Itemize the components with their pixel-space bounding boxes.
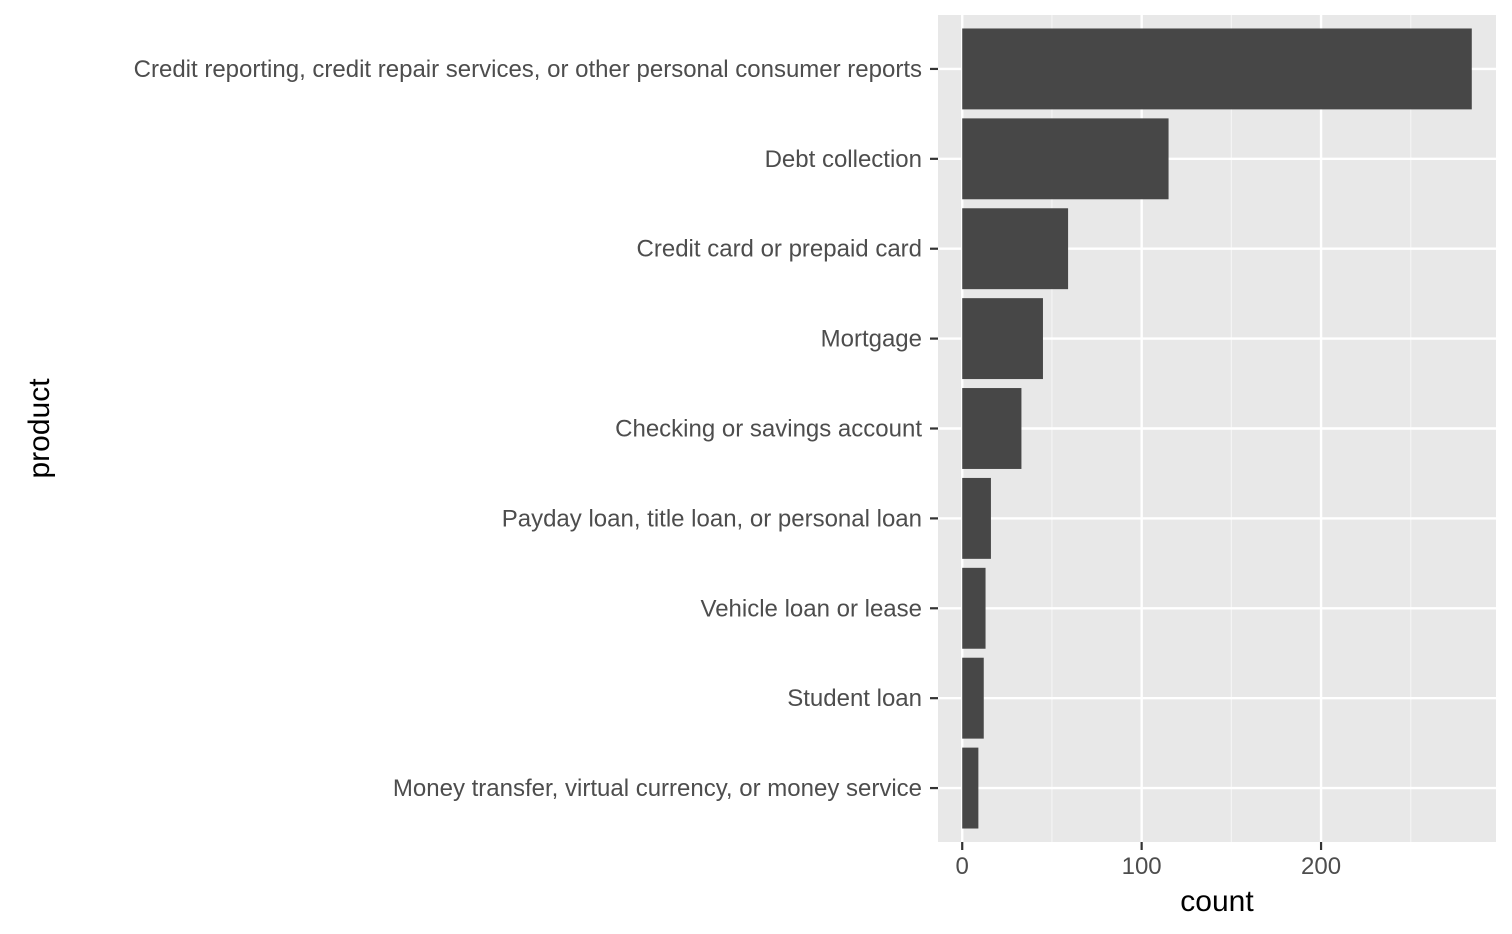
- x-tick-label: 200: [1301, 853, 1341, 880]
- bar: [962, 208, 1069, 290]
- x-tick-label: 100: [1122, 853, 1162, 880]
- bar: [962, 388, 1022, 469]
- x-axis-title: count: [1180, 885, 1254, 918]
- tick-labels: Credit reporting, credit repair services…: [134, 56, 1341, 880]
- y-tick-label: Debt collection: [765, 146, 922, 173]
- bar: [962, 657, 984, 739]
- y-tick-label: Vehicle loan or lease: [701, 595, 922, 622]
- bar: [962, 477, 991, 559]
- y-tick-label: Payday loan, title loan, or personal loa…: [502, 505, 922, 532]
- bar: [962, 747, 979, 829]
- y-tick-label: Money transfer, virtual currency, or mon…: [393, 775, 922, 802]
- bars: [962, 28, 1472, 829]
- bar: [962, 567, 986, 649]
- y-tick-label: Checking or savings account: [615, 416, 922, 443]
- bar: [962, 28, 1472, 110]
- y-tick-label: Credit reporting, credit repair services…: [134, 56, 922, 83]
- y-tick-label: Credit card or prepaid card: [637, 236, 922, 263]
- bar: [962, 298, 1043, 380]
- bar: [962, 118, 1169, 200]
- x-tick-label: 0: [956, 853, 969, 880]
- y-tick-label: Mortgage: [821, 326, 922, 353]
- y-axis-title: product: [23, 378, 56, 479]
- y-tick-label: Student loan: [787, 685, 922, 712]
- axis-ticks: [930, 67, 1323, 850]
